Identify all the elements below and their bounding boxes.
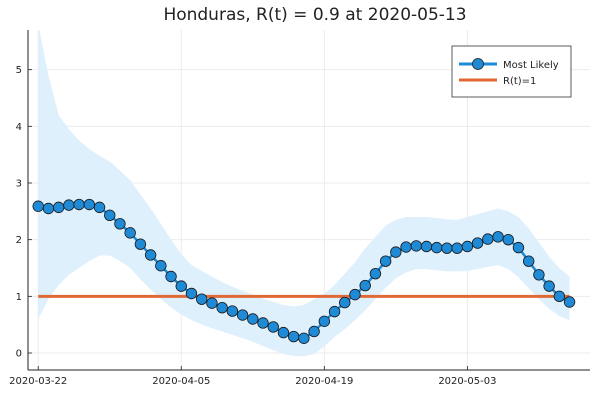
data-point [441,242,453,254]
legend-label-r1: R(t)=1 [503,76,536,87]
x-tick-label: 2020-04-05 [152,376,210,387]
y-tick-label: 2 [16,235,22,246]
legend: Most Likely R(t)=1 [451,45,572,98]
data-point [134,238,147,250]
data-point [482,233,494,245]
data-point [379,255,392,267]
data-point [165,270,177,283]
chart-title: Honduras, R(t) = 0.9 at 2020-05-13 [163,5,466,25]
data-point [144,249,157,261]
data-point [431,241,443,254]
data-point [328,305,341,318]
data-point [451,242,463,254]
data-point [267,321,279,333]
data-point [155,260,167,272]
data-point [318,315,331,327]
legend-box [451,45,572,98]
data-point [52,201,65,214]
data-point [298,332,310,344]
legend-marker-most-likely [472,58,484,70]
data-point [104,209,116,222]
data-point [400,241,412,253]
data-point [349,288,361,301]
data-point [206,297,218,309]
data-point [236,309,249,321]
x-tick-label: 2020-03-22 [9,376,67,387]
data-point [522,255,535,267]
data-point [390,246,402,258]
data-point [114,218,126,230]
y-tick-label: 0 [16,349,22,360]
data-point [277,326,290,339]
data-point [175,280,187,292]
y-tick-label: 5 [16,65,22,76]
data-point [359,279,371,292]
data-point [73,198,85,211]
y-tick-label: 3 [16,179,22,190]
data-point [553,290,566,303]
data-point [42,202,55,215]
y-tick-label: 1 [16,292,22,303]
data-point [410,240,422,252]
data-point [196,293,208,305]
axes: 0 1 2 3 4 5 2020-03-22 2020-04-05 2020-04-19 2020… [9,30,590,387]
data-point [257,317,269,329]
data-point [216,301,228,314]
legend-label-most-likely: Most Likely [503,60,559,71]
data-point [63,199,75,211]
y-tick-label: 4 [16,122,22,133]
data-point [461,240,474,253]
data-point [502,233,514,246]
data-point [32,200,44,212]
data-point [420,240,433,253]
data-point [287,330,300,343]
data-point [226,305,239,317]
data-point [185,287,198,300]
data-point [93,201,106,214]
data-point [83,198,96,211]
data-point [492,231,504,243]
data-point [369,267,382,280]
data-point [471,237,484,249]
data-point [543,280,555,292]
data-point [563,296,576,308]
data-point [247,313,259,325]
data-point [512,241,525,254]
data-point [339,296,351,309]
data-point [124,227,136,239]
data-point [533,269,545,281]
x-tick-label: 2020-04-19 [295,376,353,387]
data-point [308,325,320,338]
x-tick-label: 2020-05-03 [438,376,496,387]
series-layer [32,198,576,344]
